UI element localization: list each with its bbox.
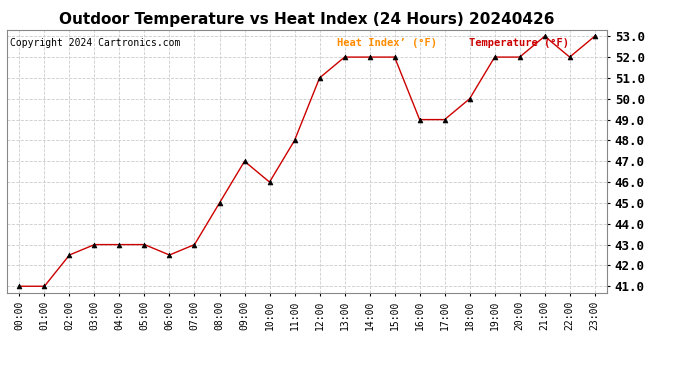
Text: Temperature (°F): Temperature (°F) [469,38,569,48]
Text: Copyright 2024 Cartronics.com: Copyright 2024 Cartronics.com [10,38,180,48]
Text: Heat Index’ (°F): Heat Index’ (°F) [337,38,437,48]
Title: Outdoor Temperature vs Heat Index (24 Hours) 20240426: Outdoor Temperature vs Heat Index (24 Ho… [59,12,555,27]
